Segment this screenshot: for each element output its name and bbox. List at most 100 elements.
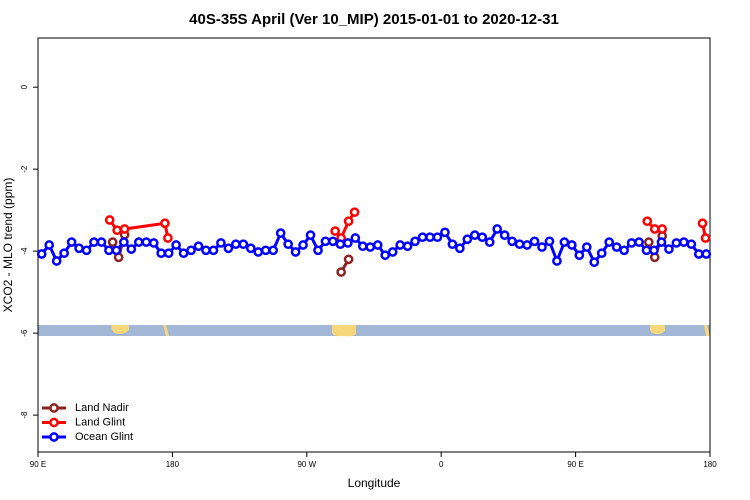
point bbox=[387, 247, 398, 257]
point bbox=[59, 248, 69, 259]
chart-title: 40S-35S April (Ver 10_MIP) 2015-01-01 to… bbox=[189, 11, 559, 28]
point bbox=[642, 216, 653, 227]
point bbox=[559, 237, 570, 247]
point bbox=[141, 237, 152, 247]
point bbox=[133, 237, 144, 247]
point bbox=[626, 238, 637, 248]
legend-swatch bbox=[49, 403, 59, 413]
point bbox=[484, 237, 495, 247]
y-tick-label: -6 bbox=[20, 329, 29, 337]
point bbox=[156, 248, 167, 259]
point bbox=[693, 249, 704, 259]
point bbox=[462, 234, 473, 245]
x-tick-label: 180 bbox=[703, 460, 717, 469]
point bbox=[552, 256, 562, 266]
point bbox=[107, 237, 118, 247]
x-tick-label: 180 bbox=[166, 460, 180, 469]
point bbox=[365, 242, 376, 252]
point bbox=[649, 224, 660, 234]
point bbox=[275, 228, 286, 238]
point bbox=[522, 240, 532, 250]
point bbox=[567, 240, 577, 250]
point bbox=[686, 239, 697, 250]
point bbox=[447, 239, 458, 250]
point bbox=[163, 233, 173, 243]
point bbox=[51, 256, 62, 266]
point bbox=[343, 238, 353, 248]
point bbox=[357, 241, 368, 252]
x-tick-label: 90 W bbox=[297, 460, 316, 469]
point bbox=[336, 267, 346, 277]
x-tick-label: 0 bbox=[439, 460, 444, 469]
point bbox=[432, 232, 443, 243]
point bbox=[119, 237, 129, 247]
legend-label: Ocean Glint bbox=[75, 431, 133, 443]
point bbox=[499, 230, 510, 241]
point bbox=[455, 243, 465, 254]
point bbox=[697, 218, 708, 229]
point bbox=[89, 237, 99, 247]
point bbox=[104, 245, 114, 256]
point bbox=[343, 216, 354, 227]
point bbox=[634, 237, 644, 247]
point bbox=[148, 238, 159, 248]
point bbox=[320, 236, 331, 247]
map-strip bbox=[38, 325, 710, 337]
point bbox=[119, 224, 130, 234]
point bbox=[193, 241, 204, 252]
point bbox=[492, 224, 503, 234]
x-axis-title: Longitude bbox=[348, 476, 401, 490]
point bbox=[290, 247, 301, 257]
legend-swatch bbox=[49, 432, 59, 442]
point bbox=[589, 257, 600, 268]
point bbox=[330, 226, 341, 236]
x-tick-label: 90 E bbox=[30, 460, 46, 469]
point bbox=[700, 233, 711, 243]
y-tick-label: -8 bbox=[20, 411, 29, 419]
point bbox=[596, 248, 607, 259]
point bbox=[313, 245, 323, 256]
point bbox=[283, 239, 293, 250]
point bbox=[664, 244, 674, 254]
point bbox=[514, 239, 525, 250]
point bbox=[66, 237, 77, 247]
point bbox=[657, 224, 668, 234]
point bbox=[335, 239, 346, 250]
point bbox=[641, 245, 652, 256]
point bbox=[260, 245, 271, 256]
point bbox=[649, 245, 659, 256]
point bbox=[216, 238, 226, 248]
point bbox=[574, 250, 585, 261]
point bbox=[201, 245, 211, 256]
legend-swatch bbox=[49, 417, 59, 428]
point bbox=[529, 236, 540, 247]
point bbox=[126, 244, 137, 254]
point bbox=[440, 227, 450, 238]
point bbox=[537, 242, 547, 252]
point bbox=[328, 236, 338, 247]
legend-label: Land Glint bbox=[75, 416, 125, 428]
series-line bbox=[108, 211, 707, 241]
point bbox=[402, 241, 413, 252]
point bbox=[417, 232, 428, 243]
point bbox=[349, 207, 360, 218]
point bbox=[305, 230, 316, 241]
point bbox=[611, 242, 622, 252]
point bbox=[671, 238, 682, 248]
point bbox=[231, 239, 241, 250]
point bbox=[350, 233, 361, 243]
point bbox=[469, 230, 480, 241]
point bbox=[178, 248, 189, 259]
point bbox=[44, 240, 55, 250]
point bbox=[238, 239, 249, 250]
point bbox=[36, 249, 47, 259]
point bbox=[372, 240, 383, 250]
point bbox=[395, 240, 405, 250]
point bbox=[245, 243, 256, 254]
point bbox=[507, 236, 517, 247]
point bbox=[298, 240, 308, 250]
x-tick-label: 90 E bbox=[567, 460, 583, 469]
point bbox=[343, 254, 354, 265]
legend-label: Land Nadir bbox=[75, 402, 129, 414]
